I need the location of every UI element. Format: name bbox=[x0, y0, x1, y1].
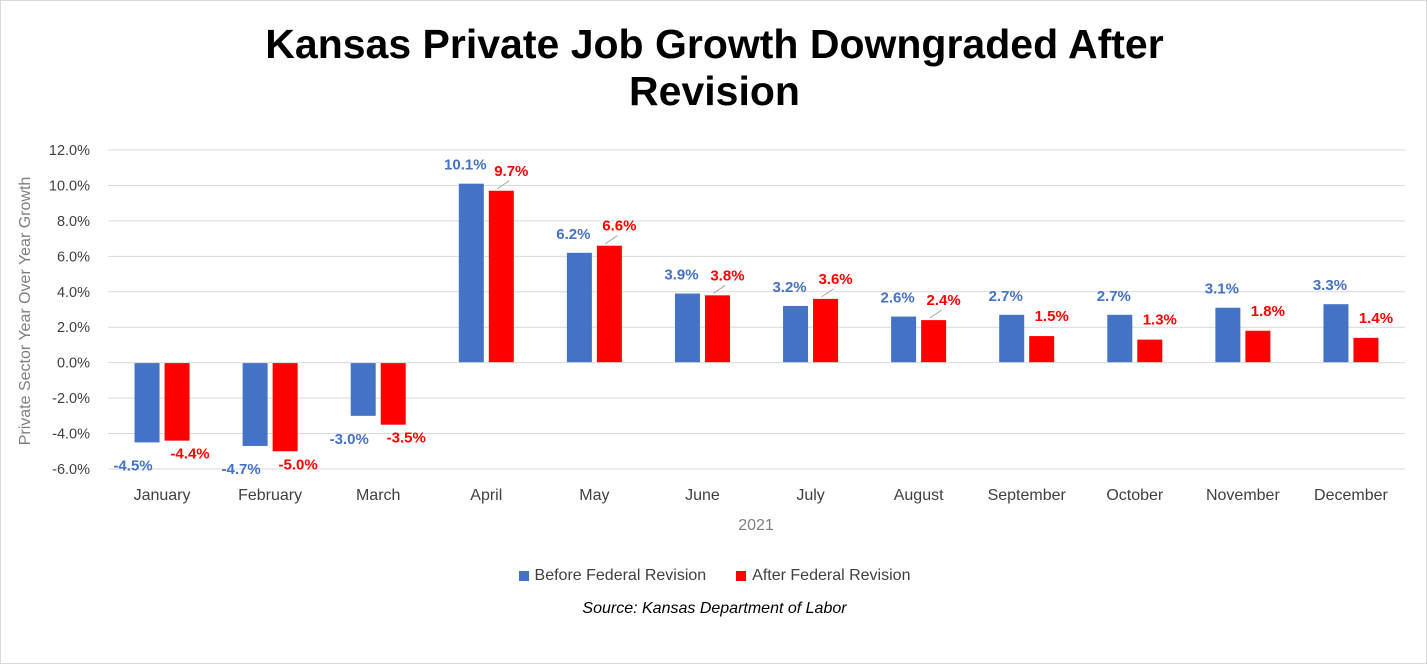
data-label-leader-line bbox=[497, 180, 510, 190]
bar-before-revision bbox=[242, 362, 268, 446]
axes: 12.0% 10.0% 8.0% 6.0% 4.0% 2.0% 0.0% -2.0% -4.0%… bbox=[49, 143, 1405, 504]
x-tick-label: May bbox=[579, 487, 609, 504]
y-tick-label: 2.0% bbox=[57, 320, 90, 336]
x-tick-label: January bbox=[134, 487, 191, 504]
x-tick-label: December bbox=[1314, 487, 1388, 504]
bar-before-revision bbox=[566, 252, 592, 363]
x-tick-label: August bbox=[894, 487, 944, 504]
legend: Before Federal Revision After Federal Re… bbox=[1, 567, 1427, 585]
bar-before-revision bbox=[783, 305, 809, 363]
bar-after-revision bbox=[1029, 336, 1055, 363]
data-label-after: 1.4% bbox=[1359, 310, 1393, 327]
x-tick-label: June bbox=[685, 487, 720, 504]
y-tick-label: -6.0% bbox=[52, 462, 90, 478]
legend-label-after: After Federal Revision bbox=[752, 567, 911, 584]
legend-swatch-before bbox=[518, 571, 529, 581]
bar-after-revision bbox=[1245, 330, 1271, 363]
x-axis-title: 2021 bbox=[738, 517, 774, 534]
y-tick-label: 10.0% bbox=[49, 178, 90, 194]
legend-label-before: Before Federal Revision bbox=[534, 567, 707, 584]
bar-before-revision bbox=[1323, 304, 1349, 363]
legend-swatch-after bbox=[736, 571, 747, 581]
chart-title-line-2: Revision bbox=[629, 68, 800, 114]
bar-before-revision bbox=[1107, 314, 1133, 363]
bar-after-revision bbox=[380, 362, 406, 425]
data-label-leader-line bbox=[929, 309, 942, 319]
y-tick-label: -4.0% bbox=[52, 427, 90, 443]
bar-after-revision bbox=[1353, 337, 1379, 363]
data-label-before: 2.7% bbox=[989, 288, 1023, 305]
data-label-after: -4.4% bbox=[170, 446, 209, 463]
bars bbox=[134, 183, 1379, 452]
data-label-before: -4.5% bbox=[113, 457, 152, 474]
y-tick-label: 0.0% bbox=[57, 356, 90, 372]
bar-after-revision bbox=[813, 298, 839, 363]
data-label-after: 3.6% bbox=[818, 271, 852, 288]
x-tick-label: July bbox=[796, 487, 824, 504]
bar-before-revision bbox=[134, 362, 160, 443]
bar-after-revision bbox=[488, 190, 514, 363]
legend-item-before: Before Federal Revision bbox=[518, 567, 707, 585]
bar-before-revision bbox=[1215, 307, 1241, 363]
bar-before-revision bbox=[891, 316, 917, 363]
bar-before-revision bbox=[999, 314, 1025, 363]
source-note: Source: Kansas Department of Labor bbox=[582, 600, 847, 617]
bar-before-revision bbox=[458, 183, 484, 363]
data-label-leader-line bbox=[713, 284, 726, 294]
data-label-before: -3.0% bbox=[330, 431, 369, 448]
y-tick-label: 12.0% bbox=[49, 143, 90, 159]
data-label-before: 10.1% bbox=[444, 157, 487, 174]
x-tick-label: October bbox=[1106, 487, 1164, 504]
data-label-after: 6.6% bbox=[602, 218, 636, 235]
data-label-before: 3.3% bbox=[1313, 277, 1347, 294]
y-tick-label: 6.0% bbox=[57, 249, 90, 265]
y-tick-label: -2.0% bbox=[52, 391, 90, 407]
chart-title: Kansas Private Job Growth Downgraded Aft… bbox=[1, 21, 1427, 115]
gridlines bbox=[108, 149, 1405, 470]
data-label-before: 6.2% bbox=[556, 226, 590, 243]
y-tick-label: 4.0% bbox=[57, 285, 90, 301]
x-tick-label: November bbox=[1206, 487, 1280, 504]
bar-after-revision bbox=[704, 295, 730, 363]
data-label-before: -4.7% bbox=[222, 461, 261, 478]
y-axis-title: Private Sector Year Over Year Growth bbox=[17, 177, 34, 446]
x-tick-label: April bbox=[470, 487, 502, 504]
data-label-after: -5.0% bbox=[279, 456, 318, 473]
data-label-after: 9.7% bbox=[494, 163, 528, 180]
bar-after-revision bbox=[272, 362, 298, 452]
data-labels: -4.5% -4.7% -3.0% 10.1% 6.2% 3.9% 3.2% 2.6% 2.7%… bbox=[113, 157, 1393, 478]
bar-after-revision bbox=[596, 245, 622, 363]
legend-item-after: After Federal Revision bbox=[736, 567, 910, 585]
x-tick-label: March bbox=[356, 487, 400, 504]
bar-after-revision bbox=[164, 362, 190, 441]
data-label-leader-line bbox=[821, 288, 834, 298]
data-label-after: -3.5% bbox=[387, 430, 426, 447]
bar-after-revision bbox=[921, 320, 947, 363]
bar-before-revision bbox=[350, 362, 376, 416]
data-label-after: 1.8% bbox=[1251, 303, 1285, 320]
y-tick-label: 8.0% bbox=[57, 214, 90, 230]
bar-after-revision bbox=[1137, 339, 1163, 363]
data-label-after: 1.5% bbox=[1035, 308, 1069, 325]
data-label-before: 3.2% bbox=[772, 279, 806, 296]
x-tick-label: February bbox=[238, 487, 302, 504]
data-label-before: 3.1% bbox=[1205, 281, 1239, 298]
data-label-leader-line bbox=[605, 235, 618, 245]
data-label-before: 2.7% bbox=[1097, 288, 1131, 305]
data-label-before: 3.9% bbox=[664, 267, 698, 284]
bar-before-revision bbox=[674, 293, 700, 363]
data-label-before: 2.6% bbox=[881, 290, 915, 307]
data-label-after: 1.3% bbox=[1143, 312, 1177, 329]
data-label-after: 3.8% bbox=[710, 267, 744, 284]
x-tick-label: September bbox=[988, 487, 1067, 504]
chart-title-line-1: Kansas Private Job Growth Downgraded Aft… bbox=[265, 21, 1164, 67]
data-label-after: 2.4% bbox=[927, 292, 961, 309]
